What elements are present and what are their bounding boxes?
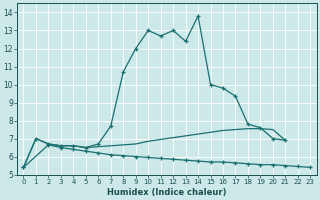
X-axis label: Humidex (Indice chaleur): Humidex (Indice chaleur) [107, 188, 227, 197]
